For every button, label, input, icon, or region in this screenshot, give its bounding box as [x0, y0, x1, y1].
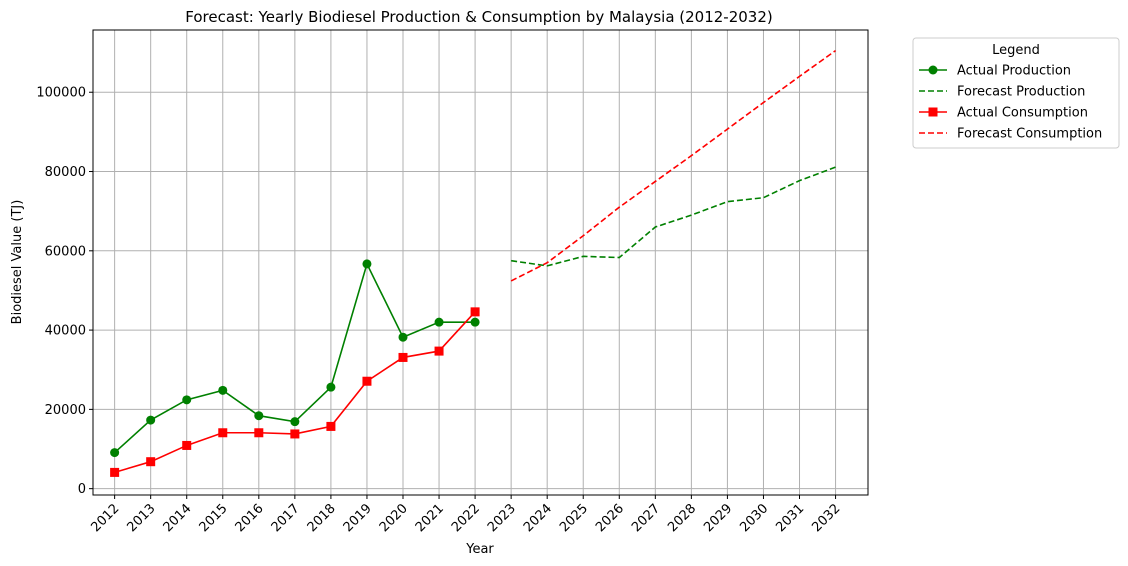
x-tick-label: 2018: [305, 501, 339, 535]
x-tick-label: 2026: [593, 501, 627, 535]
data-point: [362, 259, 372, 269]
x-tick-label: 2032: [809, 501, 843, 535]
legend-entry: Forecast Production: [919, 85, 1085, 100]
y-tick-label: 20000: [45, 403, 86, 418]
x-axis: 2012 2013 2014 2015 2016 2017 2018 2019 2020 2021…: [88, 495, 843, 535]
legend-box: [912, 37, 1120, 149]
data-point: [398, 352, 408, 362]
legend-label: Forecast Production: [957, 85, 1085, 100]
data-point: [326, 421, 336, 431]
data-point: [470, 307, 480, 317]
y-tick-label: 40000: [45, 324, 86, 339]
data-point: [182, 440, 192, 450]
y-tick-label: 60000: [45, 244, 86, 259]
legend: Legend Actual Production Forecast Product…: [912, 37, 1120, 149]
data-point: [290, 417, 300, 427]
series-0: [110, 259, 480, 458]
x-tick-label: 2024: [521, 501, 555, 535]
series-layer: [110, 49, 837, 477]
x-tick-label: 2019: [341, 501, 375, 535]
data-point: [290, 429, 300, 439]
x-tick-label: 2030: [737, 501, 771, 535]
x-tick-label: 2029: [701, 501, 735, 535]
data-point: [470, 317, 480, 327]
x-tick-label: 2015: [197, 501, 231, 535]
data-point: [326, 382, 336, 392]
legend-entry: Forecast Consumption: [919, 127, 1102, 142]
y-tick-label: 80000: [45, 165, 86, 180]
y-axis: 0 20000 40000 60000 80000 100000: [36, 86, 93, 497]
x-tick-label: 2013: [124, 501, 158, 535]
series-2: [110, 307, 480, 477]
x-tick-label: 2012: [88, 501, 122, 535]
grid: [93, 30, 868, 495]
y-tick-label: 0: [78, 482, 86, 497]
series-line: [510, 49, 837, 282]
x-tick-label: 2025: [557, 501, 591, 535]
legend-label: Actual Consumption: [957, 106, 1088, 121]
x-tick-label: 2020: [377, 501, 411, 535]
x-tick-label: 2022: [449, 501, 483, 535]
data-point: [218, 428, 228, 438]
x-tick-label: 2023: [485, 501, 519, 535]
x-tick-label: 2016: [233, 501, 267, 535]
legend-label: Forecast Consumption: [957, 127, 1102, 142]
x-tick-label: 2028: [665, 501, 699, 535]
y-tick-label: 100000: [36, 86, 86, 101]
series-3: [510, 49, 837, 282]
data-point: [182, 395, 192, 405]
data-point: [254, 411, 264, 421]
legend-entries: Actual Production Forecast Production Actu…: [919, 64, 1102, 142]
x-axis-label: Year: [465, 542, 494, 557]
data-point: [146, 457, 156, 467]
chart-title: Forecast: Yearly Biodiesel Production & …: [185, 8, 773, 26]
data-point: [218, 385, 228, 395]
data-point: [254, 428, 264, 438]
data-point: [110, 448, 120, 458]
data-point: [362, 376, 372, 386]
x-tick-label: 2027: [629, 501, 663, 535]
data-point: [434, 317, 444, 327]
x-tick-label: 2031: [773, 501, 807, 535]
x-tick-label: 2017: [269, 501, 303, 535]
x-tick-label: 2014: [161, 501, 195, 535]
legend-title: Legend: [992, 43, 1040, 58]
data-point: [146, 415, 156, 425]
legend-entry: Actual Production: [919, 64, 1071, 79]
data-point: [110, 467, 120, 477]
plot-frame: [92, 29, 869, 496]
legend-entry: Actual Consumption: [919, 106, 1088, 121]
x-tick-label: 2021: [413, 501, 447, 535]
series-line: [511, 166, 836, 267]
legend-marker: [928, 107, 938, 117]
legend-marker: [928, 65, 938, 75]
series-1: [511, 166, 836, 267]
y-axis-label: Biodiesel Value (TJ): [10, 200, 25, 325]
data-point: [434, 346, 444, 356]
legend-label: Actual Production: [957, 64, 1071, 79]
data-point: [398, 332, 408, 342]
